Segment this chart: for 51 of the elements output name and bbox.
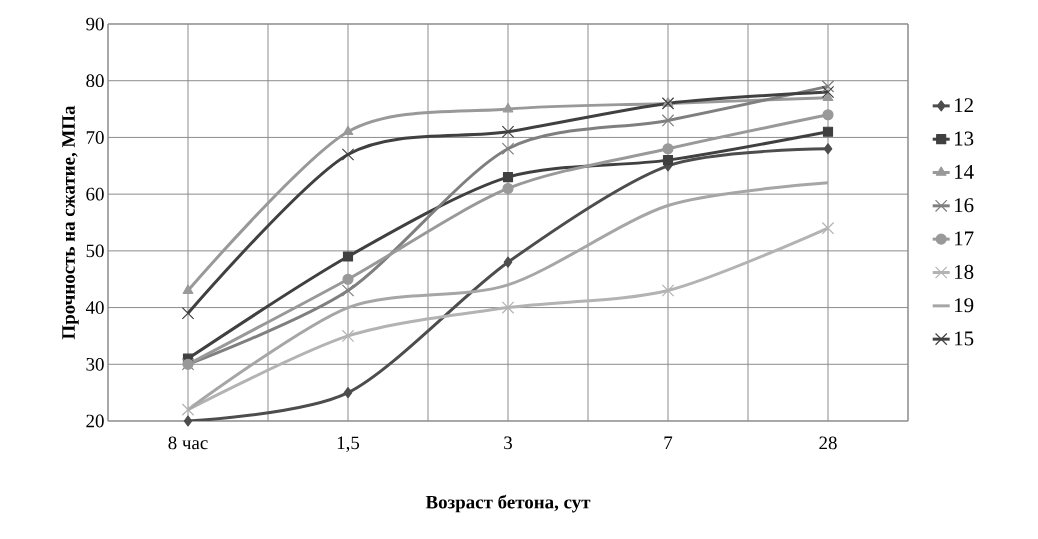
point bbox=[343, 387, 353, 399]
point bbox=[502, 172, 514, 183]
legend-label: 12 bbox=[955, 98, 973, 113]
y-tick-label: 40 bbox=[85, 301, 104, 314]
y-tick-label: 30 bbox=[86, 357, 104, 371]
point bbox=[503, 256, 513, 268]
point bbox=[661, 114, 675, 127]
point bbox=[662, 143, 674, 155]
legend-label: 13 bbox=[955, 131, 974, 146]
point bbox=[822, 109, 834, 121]
x-tick-label: 8 час bbox=[168, 436, 208, 450]
y-tick-label: 80 bbox=[86, 74, 104, 88]
legend-label: 16 bbox=[955, 198, 974, 213]
y-axis-title: Прочность на сжатие, МПа bbox=[62, 105, 79, 340]
point bbox=[662, 155, 674, 166]
point bbox=[181, 403, 195, 416]
point bbox=[342, 251, 354, 262]
point bbox=[502, 182, 514, 195]
legend-label: 18 bbox=[955, 264, 974, 279]
legend-label: 14 bbox=[955, 164, 974, 179]
point bbox=[822, 126, 834, 137]
y-tick-label: 70 bbox=[86, 131, 104, 144]
point bbox=[342, 273, 354, 285]
point bbox=[821, 85, 835, 99]
point bbox=[502, 102, 514, 113]
point bbox=[501, 301, 515, 314]
point bbox=[501, 142, 515, 156]
point bbox=[823, 143, 833, 155]
y-tick-label: 50 bbox=[86, 244, 104, 258]
legend-label: 17 bbox=[955, 231, 974, 246]
y-tick-label: 60 bbox=[86, 187, 104, 201]
point bbox=[342, 125, 354, 136]
point bbox=[821, 80, 835, 93]
x-tick-label: 1,5 bbox=[337, 436, 360, 452]
x-tick-label: 3 bbox=[504, 436, 512, 450]
point bbox=[821, 221, 835, 235]
x-tick-label: 7 bbox=[664, 436, 673, 449]
point bbox=[183, 415, 193, 427]
y-tick-label: 20 bbox=[86, 414, 104, 428]
point bbox=[822, 91, 834, 102]
legend-label: 19 bbox=[955, 298, 974, 313]
y-tick-label: 90 bbox=[86, 17, 104, 31]
point bbox=[181, 307, 195, 320]
point bbox=[341, 148, 355, 161]
point bbox=[501, 125, 515, 138]
point bbox=[341, 329, 355, 343]
x-tick-label: 28 bbox=[819, 436, 837, 450]
point bbox=[661, 284, 675, 297]
point bbox=[182, 284, 194, 294]
x-axis-title: Возраст бетона, сут bbox=[425, 494, 591, 513]
legend-label: 15 bbox=[955, 331, 974, 346]
